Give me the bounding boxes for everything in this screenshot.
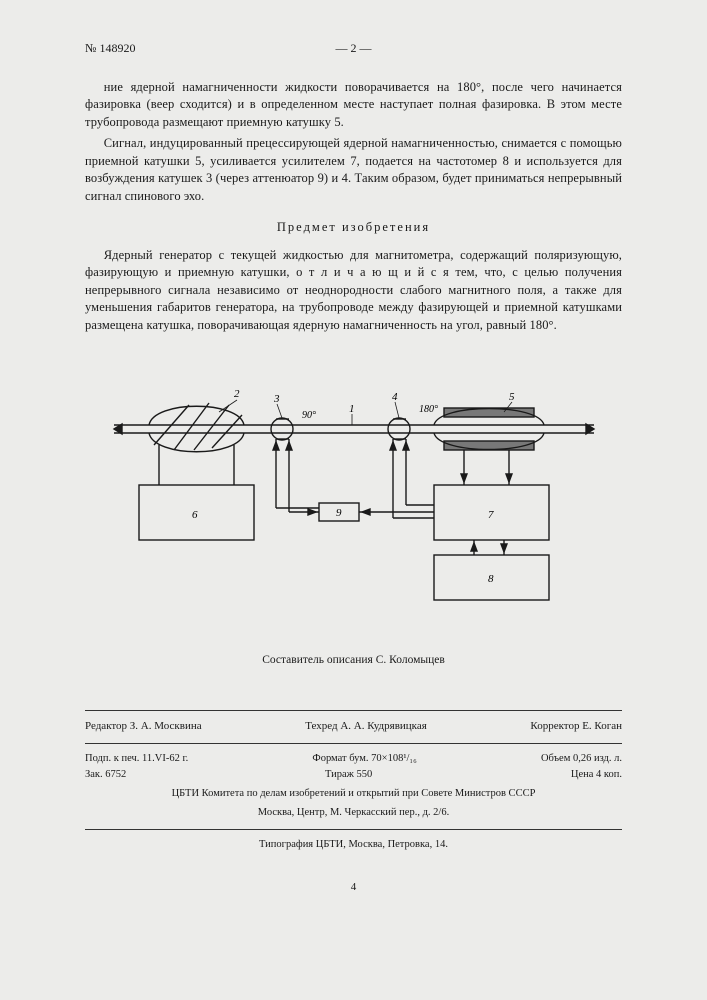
print-signed: Подп. к печ. 11.VI-62 г. (85, 752, 188, 767)
diagram-label-7: 7 (488, 509, 494, 521)
diagram-label-4: 4 (392, 391, 398, 403)
paragraph-1: ние ядерной намагниченности жидкости пов… (85, 79, 622, 132)
print-order: Зак. 6752 (85, 768, 126, 783)
print-volume: Объем 0,26 изд. л. (541, 752, 622, 767)
print-cbti1: ЦБТИ Комитета по делам изобретений и отк… (85, 787, 622, 802)
doc-number: № 148920 (85, 40, 135, 57)
techred-credit: Техред А. А. Кудрявицкая (305, 719, 427, 734)
corrector-credit: Корректор Е. Коган (530, 719, 622, 734)
diagram-label-6: 6 (192, 509, 198, 521)
editor-credit: Редактор З. А. Москвина (85, 719, 202, 734)
divider-bottom (85, 829, 622, 830)
body-text-block: ние ядерной намагниченности жидкости пов… (85, 79, 622, 206)
claim-paragraph: Ядерный генератор с текущей жидкостью дл… (85, 247, 622, 335)
diagram-label-1: 1 (349, 403, 355, 415)
divider-top (85, 710, 622, 711)
schematic-diagram: 1 2 3 4 5 6 7 8 9 90° 180° (104, 370, 604, 610)
paragraph-2: Сигнал, индуцированный прецессирующей яд… (85, 135, 622, 205)
print-format: Формат бум. 70×108¹/₁₆ (312, 752, 416, 767)
page-number: 4 (85, 880, 622, 895)
compiler-line: Составитель описания С. Коломыцев (85, 652, 622, 668)
print-price: Цена 4 коп. (571, 768, 622, 783)
diagram-angle-180: 180° (419, 404, 438, 415)
diagram-svg: 1 2 3 4 5 6 7 8 9 90° 180° (104, 370, 604, 610)
diagram-label-9: 9 (336, 507, 342, 519)
claim-text: Ядерный генератор с текущей жидкостью дл… (85, 247, 622, 335)
diagram-label-5: 5 (509, 391, 515, 403)
print-circulation: Тираж 550 (325, 768, 372, 783)
divider-mid (85, 743, 622, 744)
credits: Редактор З. А. Москвина Техред А. А. Куд… (85, 719, 622, 734)
print-cbti2: Москва, Центр, М. Черкасский пер., д. 2/… (85, 806, 622, 821)
print-info: Подп. к печ. 11.VI-62 г. Формат бум. 70×… (85, 752, 622, 852)
print-typography: Типография ЦБТИ, Москва, Петровка, 14. (85, 838, 622, 853)
diagram-label-8: 8 (488, 573, 494, 585)
diagram-label-3: 3 (273, 393, 280, 405)
diagram-angle-90: 90° (302, 410, 316, 421)
section-heading: Предмет изобретения (85, 219, 622, 237)
diagram-label-2: 2 (234, 388, 240, 400)
document-header: № 148920 — 2 — № 148920 (85, 40, 622, 57)
page-indicator: — 2 — (336, 40, 372, 57)
